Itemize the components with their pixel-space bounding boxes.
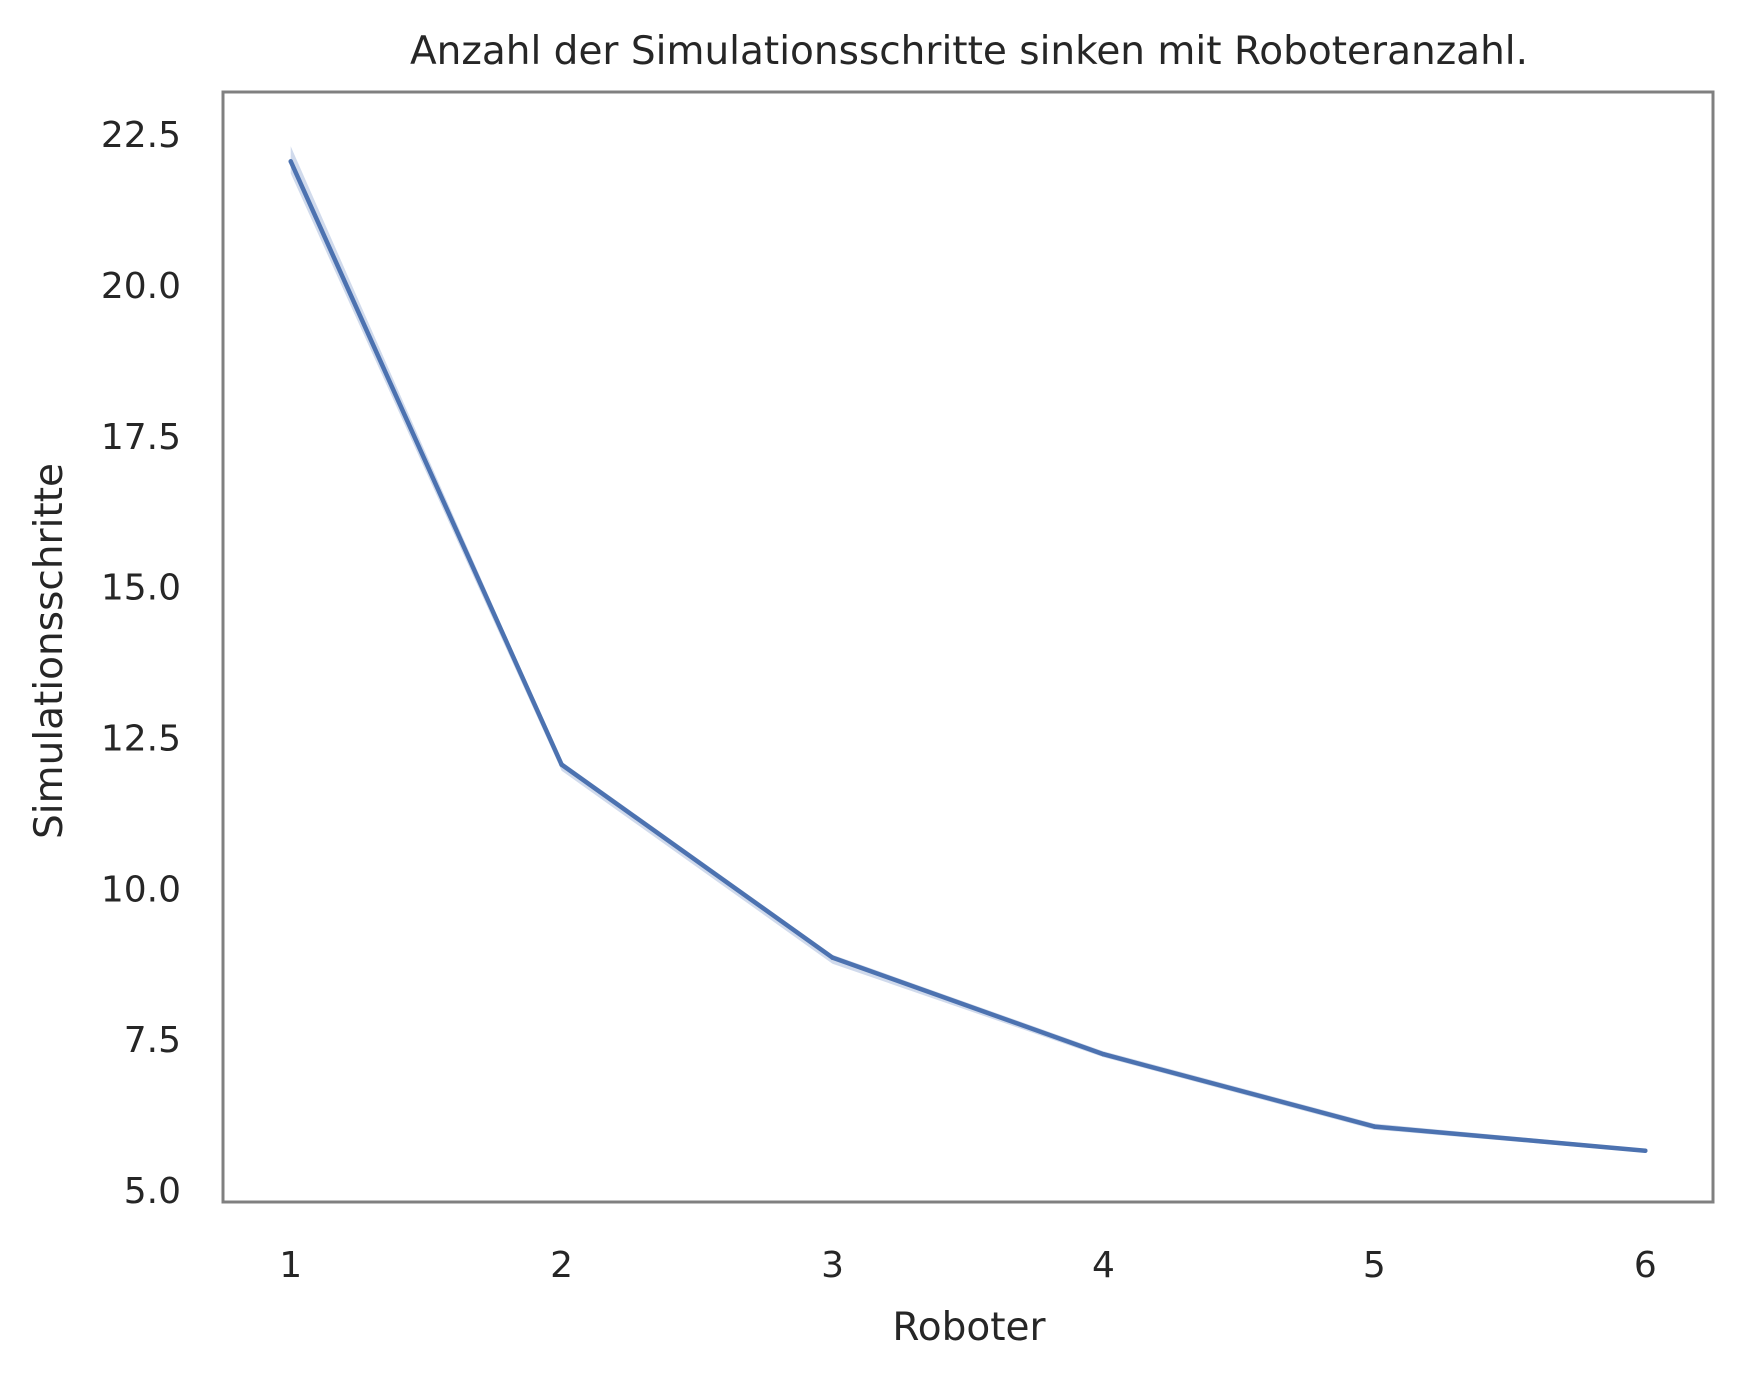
- plot-frame: [221, 90, 1715, 1204]
- y-tick-label: 20.0: [101, 266, 181, 307]
- confidence-band: [290, 146, 1646, 1153]
- series-line-segment: [288, 159, 564, 767]
- y-axis-ticks: 5.0 7.5 10.0 12.5 15.0 17.5 20.0 22.5: [101, 115, 181, 1212]
- y-tick-label: 17.5: [101, 417, 181, 458]
- x-axis-ticks: 1 2 3 4 5 6: [279, 1245, 1656, 1286]
- x-tick-label: 2: [550, 1245, 573, 1286]
- series-line-segment: [559, 762, 835, 960]
- data-point: [830, 955, 835, 960]
- chart-title: Anzahl der Simulationsschritte sinken mi…: [410, 29, 1528, 74]
- y-axis-label: Simulationsschritte: [27, 463, 72, 839]
- y-tick-label: 22.5: [101, 115, 181, 156]
- x-tick-label: 3: [821, 1245, 844, 1286]
- x-tick-label: 4: [1092, 1245, 1115, 1286]
- x-tick-label: 1: [279, 1245, 302, 1286]
- y-tick-label: 10.0: [101, 869, 181, 910]
- y-tick-label: 5.0: [124, 1171, 181, 1212]
- series-line-segment: [1372, 1124, 1648, 1153]
- x-tick-label: 6: [1634, 1245, 1657, 1286]
- plot-area: [221, 90, 1715, 1204]
- series-line-segment: [1101, 1051, 1377, 1129]
- series-line-segment: [830, 955, 1106, 1057]
- data-point: [1101, 1052, 1106, 1057]
- data-point: [559, 762, 564, 767]
- data-point: [288, 159, 293, 164]
- x-axis-label: Roboter: [892, 1305, 1046, 1350]
- data-point: [1372, 1124, 1377, 1129]
- y-tick-label: 7.5: [124, 1020, 181, 1061]
- y-tick-label: 12.5: [101, 718, 181, 759]
- data-point: [1643, 1148, 1648, 1153]
- x-tick-label: 5: [1363, 1245, 1386, 1286]
- y-tick-label: 15.0: [101, 568, 181, 609]
